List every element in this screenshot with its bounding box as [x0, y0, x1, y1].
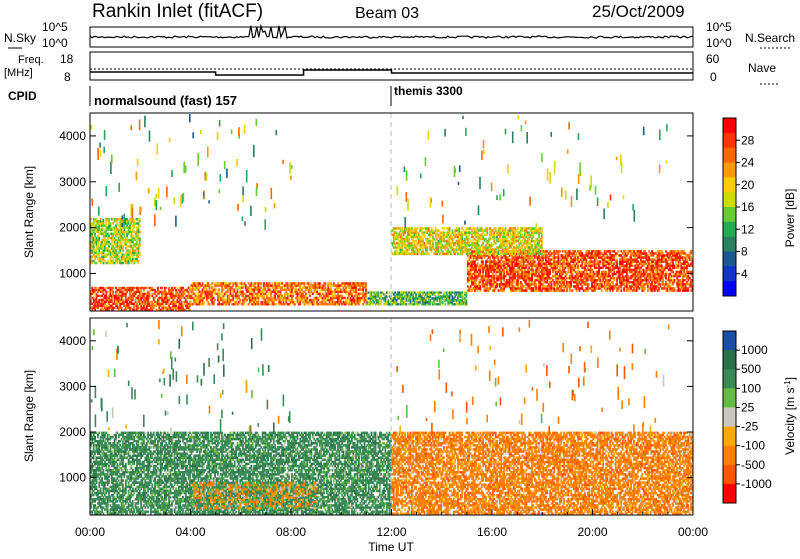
data-cell	[618, 250, 620, 253]
nave-tick-top: 60	[706, 52, 720, 66]
data-cell	[387, 299, 389, 301]
data-cell	[422, 238, 424, 241]
noise-sky-series	[90, 26, 693, 38]
data-cell	[121, 307, 123, 309]
data-cell	[230, 282, 232, 285]
data-cell	[276, 303, 278, 306]
data-cell	[449, 227, 451, 230]
cpid-label: CPID	[8, 89, 37, 103]
data-cell	[165, 287, 167, 289]
data-cell	[218, 288, 220, 291]
data-cell	[475, 251, 477, 254]
data-cell	[428, 227, 430, 230]
cpid-mode-2: themis 3300	[394, 84, 463, 98]
data-cell	[408, 238, 410, 241]
noise-left-label: N.Sky	[4, 31, 36, 45]
data-cell	[365, 282, 367, 285]
data-cell	[674, 287, 676, 290]
data-cell	[211, 282, 213, 285]
data-cell	[214, 299, 216, 302]
data-cell	[209, 303, 211, 306]
data-cell	[112, 287, 114, 289]
data-cell	[428, 253, 430, 256]
nave-label: Nave	[748, 61, 776, 75]
data-cell	[237, 282, 239, 285]
data-cell	[386, 291, 388, 293]
freq-tick-top: 18	[60, 52, 74, 66]
data-cell	[406, 303, 408, 305]
data-cell	[470, 253, 472, 256]
data-cell	[431, 251, 433, 254]
date-label: 25/Oct/2009	[592, 2, 685, 21]
frequency-panel: Freq. [MHz] 18 8 60 0 Nave	[4, 52, 780, 84]
cpid-row: CPID normalsound (fast) 157 themis 3300	[8, 84, 463, 108]
data-cell	[378, 291, 380, 293]
data-cell	[426, 246, 428, 249]
data-cell	[461, 291, 463, 293]
data-cell	[294, 301, 296, 304]
data-cell	[203, 301, 205, 304]
data-cell	[146, 287, 148, 289]
data-cell	[674, 279, 676, 282]
frequency-series	[90, 70, 693, 75]
data-cell	[459, 227, 461, 230]
noise-right-tick-top: 10^5	[706, 20, 732, 34]
data-cell	[535, 283, 537, 286]
data-cell	[498, 256, 500, 259]
data-cell	[588, 283, 590, 286]
data-cell	[260, 282, 262, 285]
nave-tick-bottom: 0	[710, 70, 717, 84]
data-cell	[417, 227, 419, 230]
data-cell	[304, 282, 306, 285]
noise-left-tick-bottom: 10^0	[42, 36, 68, 50]
data-cell	[616, 258, 618, 261]
noise-left-tick-top: 10^5	[42, 20, 68, 34]
data-cell	[477, 263, 479, 266]
noise-right-tick-bottom: 10^0	[706, 36, 732, 50]
noise-right-label: N.Search	[745, 31, 795, 45]
beam-label: Beam 03	[355, 5, 419, 22]
data-cell	[306, 297, 308, 300]
data-cell	[305, 293, 307, 296]
data-cell	[613, 277, 615, 280]
freq-unit-label: [MHz]	[4, 67, 33, 79]
data-cell	[665, 271, 667, 274]
data-cell	[450, 251, 452, 254]
data-cell	[482, 260, 484, 263]
data-cell	[534, 260, 536, 263]
data-cell	[325, 282, 327, 285]
station-title: Rankin Inlet (fitACF)	[92, 1, 263, 22]
data-cell	[443, 227, 445, 230]
freq-tick-bottom: 8	[64, 70, 71, 84]
data-cell	[161, 287, 163, 289]
data-cell	[572, 289, 574, 292]
data-cell	[559, 250, 561, 253]
data-cell	[466, 299, 468, 301]
data-cell	[386, 295, 388, 297]
data-cell	[272, 282, 274, 285]
data-cell	[239, 299, 241, 302]
data-cell	[107, 291, 109, 293]
data-cell	[319, 282, 321, 285]
data-cell	[443, 231, 445, 234]
data-cell	[157, 287, 159, 289]
data-cell	[112, 291, 114, 293]
noise-panel: N.Sky 10^5 10^0 10^5 10^0 N.Search	[4, 20, 795, 50]
data-cell	[181, 301, 183, 303]
data-cell	[440, 291, 442, 293]
data-cell	[453, 238, 455, 241]
data-cell	[601, 289, 603, 292]
data-cell	[644, 287, 646, 290]
cpid-mode-1: normalsound (fast) 157	[94, 93, 237, 108]
data-cell	[445, 303, 447, 305]
freq-label: Freq.	[18, 54, 44, 66]
data-cell	[389, 291, 391, 293]
